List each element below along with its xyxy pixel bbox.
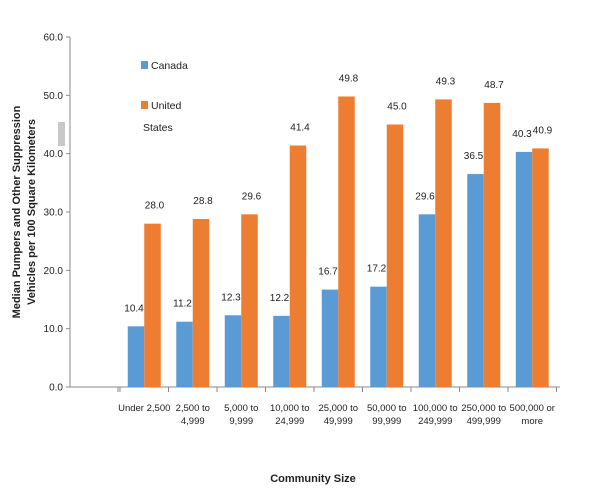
legend-label-united-states: United States <box>143 100 182 134</box>
bar-united-states <box>192 219 210 387</box>
x-tick-label: 25,000 to 49,999 <box>318 403 358 427</box>
data-label: 10.4 <box>124 303 144 314</box>
bar-canada <box>515 151 533 387</box>
y-tick-label: 40.0 <box>44 149 64 160</box>
bar-canada <box>224 315 242 387</box>
data-label: 48.7 <box>484 80 504 91</box>
y-tick-label: 0.0 <box>49 383 63 394</box>
y-axis-title: Median Pumpers and Other Suppression Vehi… <box>11 105 38 318</box>
bar-united-states <box>144 223 161 387</box>
data-label: 12.3 <box>221 292 241 303</box>
bar-united-states <box>338 96 355 387</box>
data-label: 49.3 <box>436 76 456 87</box>
bar-canada <box>467 174 484 387</box>
data-label: 17.2 <box>367 264 387 275</box>
bar-canada <box>418 214 436 387</box>
data-label: 40.9 <box>533 125 553 136</box>
data-label: 49.8 <box>339 74 359 85</box>
x-tick-label: 500,000 or more <box>510 403 555 427</box>
data-label: 45.0 <box>387 102 407 113</box>
bar-united-states <box>532 148 549 387</box>
bar-united-states <box>435 99 452 388</box>
y-tick-label: 20.0 <box>44 266 64 277</box>
chart-legend: Canada United States <box>141 60 188 134</box>
data-label: 12.2 <box>270 293 290 304</box>
y-tick-label: 60.0 <box>44 33 64 44</box>
y-tick-label: 50.0 <box>44 91 64 102</box>
x-tick-label: 2,500 to 4,999 <box>176 403 210 427</box>
x-tick-label: 50,000 to 99,999 <box>367 403 407 427</box>
x-tick-label: 250,000 to 499,999 <box>461 403 506 427</box>
y-tick-label: 30.0 <box>44 208 64 219</box>
scrollbar-stub <box>58 122 65 146</box>
data-label: 11.2 <box>173 299 192 310</box>
x-tick-label: 100,000 to 249,999 <box>413 403 458 427</box>
bar-canada <box>176 321 193 387</box>
bar-canada <box>321 289 339 387</box>
y-axis-title-text: Median Pumpers and Other Suppression Vehi… <box>11 105 38 318</box>
x-tick-label: 5,000 to 9,999 <box>224 403 258 427</box>
bar-united-states <box>483 102 501 388</box>
data-label: 29.6 <box>415 191 435 202</box>
x-axis-title: Community Size <box>270 473 356 485</box>
chart-data-labels: 10.4 11.2 12.3 12.2 16.7 17.2 29.6 36.5 40.3 28.0… <box>124 74 552 315</box>
bar-canada <box>370 286 387 387</box>
data-label: 16.7 <box>318 267 338 278</box>
data-label: 41.4 <box>290 123 310 134</box>
data-label: 28.8 <box>193 196 213 207</box>
data-label: 40.3 <box>512 129 532 140</box>
bar-canada <box>127 326 145 387</box>
bar-united-states <box>289 145 307 387</box>
bar-united-states <box>386 124 404 387</box>
legend-swatch-united-states <box>141 101 148 109</box>
legend-label-canada: Canada <box>151 60 188 72</box>
data-label: 28.0 <box>145 201 165 212</box>
bar-united-states <box>241 214 258 387</box>
data-label: 29.6 <box>242 191 262 202</box>
chart-bars <box>127 96 549 388</box>
legend-swatch-canada <box>141 61 148 69</box>
x-tick-label: 10,000 to 24,999 <box>270 403 310 427</box>
bar-canada <box>273 315 290 387</box>
data-label: 36.5 <box>464 151 484 162</box>
y-tick-label: 10.0 <box>44 324 64 335</box>
x-tick-label: Under 2,500 <box>118 403 170 414</box>
chart-axes: 0.0 10.0 20.0 30.0 40.0 50.0 60.0 Under 2,500 2,… <box>44 33 560 427</box>
